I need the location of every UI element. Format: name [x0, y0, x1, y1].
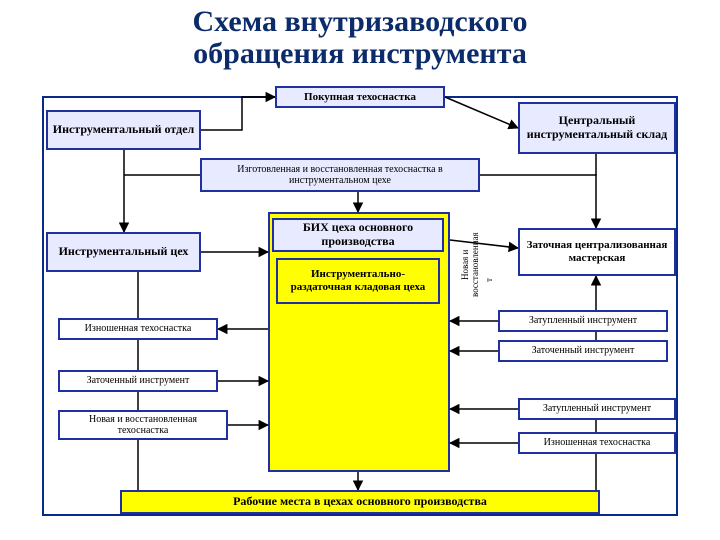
label: Заточенный инструмент — [87, 375, 190, 387]
label: Рабочие места в цехах основного производ… — [233, 495, 487, 509]
node-sharpened-l: Заточенный инструмент — [58, 370, 218, 392]
label: Инструментальный цех — [59, 245, 189, 259]
label: Инструментальный отдел — [53, 123, 195, 137]
node-sharp-r: Заточенный инструмент — [498, 340, 668, 362]
label: Изношенная техоснастка — [544, 437, 651, 449]
label: Покупная техоснастка — [304, 91, 416, 104]
node-new-rest: Новая и восстановленная техоснастка — [58, 410, 228, 440]
title-line1: Схема внутризаводского — [0, 6, 720, 38]
label: Изношенная техоснастка — [85, 323, 192, 335]
title-line2: обращения инструмента — [0, 38, 720, 70]
node-dull-r1: Затупленный инструмент — [498, 310, 668, 332]
node-workplaces: Рабочие места в цехах основного производ… — [120, 490, 600, 514]
label: Заточенный инструмент — [532, 345, 635, 357]
node-tool-shop: Инструментальный цех — [46, 232, 201, 272]
node-dull-r2: Затупленный инструмент — [518, 398, 676, 420]
node-irk: Инструментально-раздаточная кладовая цех… — [276, 258, 440, 304]
node-worn-left: Изношенная техоснастка — [58, 318, 218, 340]
node-tool-dept: Инструментальный отдел — [46, 110, 201, 150]
node-purchased: Покупная техоснастка — [275, 86, 445, 108]
label: Новая и восстановленная техоснастка — [64, 414, 222, 437]
node-made: Изготовленная и восстановленная техоснас… — [200, 158, 480, 192]
vertical-label-2: т — [484, 270, 494, 290]
page-title: Схема внутризаводского обращения инструм… — [0, 6, 720, 69]
label: Заточная централизованная мастерская — [524, 239, 670, 264]
node-sharpen-ws: Заточная централизованная мастерская — [518, 228, 676, 276]
label: БИХ цеха основного производства — [278, 221, 438, 249]
label: Изготовленная и восстановленная техоснас… — [206, 164, 474, 187]
label: Затупленный инструмент — [543, 403, 651, 415]
node-central: Центральный инструментальный склад — [518, 102, 676, 154]
diagram-stage: Схема внутризаводского обращения инструм… — [0, 0, 720, 540]
label: Центральный инструментальный склад — [524, 114, 670, 142]
label: Затупленный инструмент — [529, 315, 637, 327]
label: Инструментально-раздаточная кладовая цех… — [282, 268, 434, 293]
node-bih: БИХ цеха основного производства — [272, 218, 444, 252]
node-worn-r: Изношенная техоснастка — [518, 432, 676, 454]
vertical-label-1: Новая и восстановленная — [460, 220, 480, 310]
